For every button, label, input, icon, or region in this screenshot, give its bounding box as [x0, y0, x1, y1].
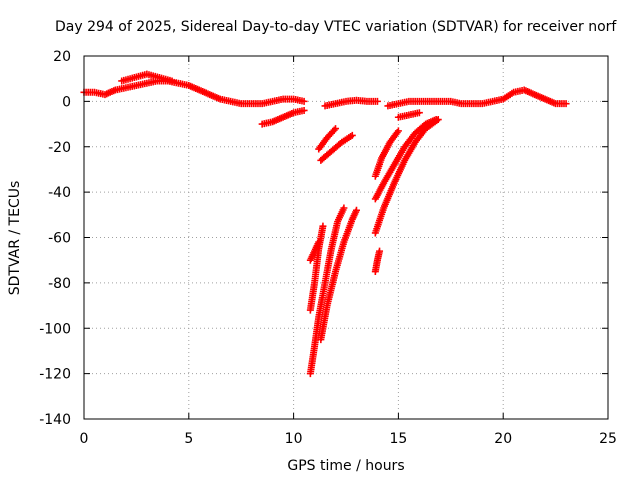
y-tick-label: -80 [48, 276, 71, 292]
data-point [352, 206, 360, 214]
data-point [332, 125, 340, 133]
data-point [348, 131, 356, 139]
x-tick-label: 15 [389, 431, 407, 447]
series-dip-k [371, 247, 384, 276]
series-track-main-1-upper [118, 70, 176, 85]
series-dip-h [371, 127, 402, 180]
data-point [300, 97, 308, 105]
series-dip-a [258, 106, 308, 128]
y-axis-title: SDTVAR / TECUs [7, 181, 23, 296]
data-point [340, 204, 348, 212]
x-tick-label: 10 [285, 431, 303, 447]
data-point [373, 97, 381, 105]
y-tick-label: 0 [62, 94, 71, 110]
data-point [434, 116, 442, 124]
series-dip-j [371, 116, 442, 237]
y-tick-label: -100 [39, 321, 71, 337]
data-point [300, 106, 308, 114]
x-tick-label: 20 [494, 431, 512, 447]
y-tick-label: -20 [48, 140, 71, 156]
y-tick-label: -40 [48, 185, 71, 201]
data-point [394, 127, 402, 135]
data-point [319, 222, 327, 230]
tick-layer: 0 5 10 15 20 25 -140 -120 -100 -80 -60 -40 -20 0 20 [39, 49, 617, 447]
series-dip-c [317, 131, 356, 164]
x-axis-title: GPS time / hours [287, 458, 404, 474]
series-dip-f [317, 206, 360, 344]
data-layer [80, 70, 570, 378]
series-track-main-3 [384, 86, 570, 110]
x-tick-label: 25 [599, 431, 617, 447]
series-dip-g [306, 238, 323, 264]
x-tick-label: 0 [80, 431, 89, 447]
y-tick-label: -140 [39, 412, 71, 428]
data-point [168, 77, 176, 85]
series-dip-e [306, 204, 348, 378]
y-tick-label: -120 [39, 367, 71, 383]
data-point [415, 109, 423, 117]
y-tick-label: 20 [53, 49, 71, 65]
data-point [562, 100, 570, 108]
x-tick-label: 5 [184, 431, 193, 447]
series-track-main-1 [80, 77, 308, 108]
data-point [376, 247, 384, 255]
series-dip-b [315, 125, 340, 153]
series-dip-i [371, 116, 440, 203]
data-point [315, 238, 323, 246]
chart-title: Day 294 of 2025, Sidereal Day-to-day VTE… [55, 19, 617, 35]
y-tick-label: -60 [48, 231, 71, 247]
series-track-main-2 [321, 96, 381, 110]
series-dip-l [394, 109, 423, 121]
data-point [330, 126, 338, 134]
